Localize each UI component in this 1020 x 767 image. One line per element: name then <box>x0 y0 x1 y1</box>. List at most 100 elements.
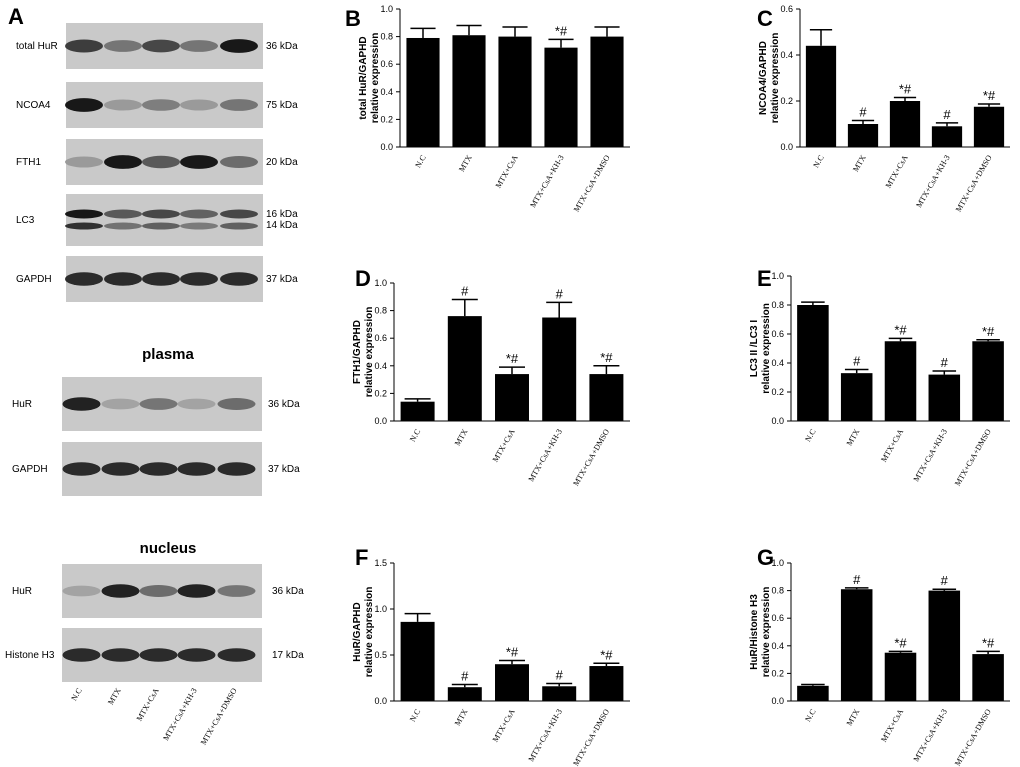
bar <box>889 101 921 147</box>
kda-label: 36 kDa <box>268 399 300 410</box>
band <box>220 209 258 219</box>
y-tick-label: 0.2 <box>374 388 387 398</box>
band <box>220 222 258 230</box>
y-axis-title-line: relative expression <box>364 587 375 678</box>
category-label: MTX <box>851 153 868 173</box>
band <box>104 222 142 230</box>
category-label: MTX+CsA+DMSO <box>953 707 993 767</box>
band <box>142 272 180 286</box>
significance-label: *# <box>982 635 995 650</box>
kda-label: 36 kDa <box>266 41 298 52</box>
category-label: MTX+CsA <box>879 427 905 463</box>
y-axis-title-line: FTH1/GAPHD <box>352 320 363 384</box>
band <box>217 648 256 662</box>
y-tick-label: 1.0 <box>374 604 387 614</box>
bar <box>542 686 577 701</box>
y-tick-label: 1.0 <box>771 558 784 568</box>
y-axis-title: NCOA4/GAPHDrelative expression <box>758 33 781 124</box>
blot-strip-2: NCOA4 75 kDa <box>16 82 298 128</box>
category-label: N.C <box>408 428 422 444</box>
blot-row-label: Histone H3 <box>5 650 55 661</box>
blot-row-label: FTH1 <box>16 157 41 168</box>
y-tick-label: 0.2 <box>771 668 784 678</box>
category-label: MTX+CsA+KH-3 <box>527 428 564 484</box>
y-tick-label: 0.0 <box>771 696 784 706</box>
category-label: MTX+CsA <box>884 153 910 189</box>
category-label: MTX <box>457 153 474 173</box>
significance-label: *# <box>894 322 907 337</box>
band <box>220 156 258 168</box>
bar <box>884 341 917 421</box>
band <box>217 398 256 410</box>
category-label: MTX+CsA+KH-3 <box>912 428 949 484</box>
kda-label: 17 kDa <box>272 650 304 661</box>
bar-chart-g: G 0.0 0.2 0.4 0.6 0.8 1.0 HuR/Histone H3relativ… <box>749 545 1010 767</box>
category-label: N.C <box>803 708 817 724</box>
y-tick-label: 1.0 <box>380 4 393 14</box>
y-axis-title-line: relative expression <box>364 307 375 398</box>
y-axis-title-line: relative expression <box>370 33 381 124</box>
blot-row-label: LC3 <box>16 215 35 226</box>
y-tick-label: 0.4 <box>780 50 793 60</box>
band <box>104 99 142 111</box>
y-axis-title-line: NCOA4/GAPHD <box>758 41 769 115</box>
bar <box>928 374 961 421</box>
y-axis-title-line: relative expression <box>761 303 772 394</box>
bar <box>884 652 917 701</box>
bar <box>840 373 873 421</box>
significance-label: # <box>943 107 951 122</box>
blot-row-label: NCOA4 <box>16 100 51 111</box>
y-tick-label: 0.0 <box>374 696 387 706</box>
kda-label: 20 kDa <box>266 157 298 168</box>
blot-background <box>66 194 263 246</box>
y-tick-label: 1.0 <box>771 271 784 281</box>
kda-label: 36 kDa <box>272 586 304 597</box>
significance-label: # <box>461 668 469 683</box>
band <box>101 648 140 662</box>
bar <box>931 126 963 147</box>
blot-strip-8: HuR 36 kDa <box>12 564 304 618</box>
category-label: MTX+CsA+KH-3 <box>527 708 564 764</box>
y-axis-title-line: total HuR/GAPHD <box>358 36 369 119</box>
significance-label: *# <box>555 23 568 38</box>
blot-row-label: HuR <box>12 586 32 597</box>
blot-strip-3: FTH1 20 kDa <box>16 139 298 185</box>
band <box>62 585 101 597</box>
band <box>62 462 101 476</box>
bar <box>400 401 435 421</box>
category-label: MTX+CsA <box>491 707 517 743</box>
y-tick-label: 0.4 <box>374 361 387 371</box>
category-label: MTX+CsA+DMSO <box>572 153 612 213</box>
bar <box>406 37 440 148</box>
band <box>139 398 178 410</box>
band <box>104 155 142 169</box>
y-axis-title: FTH1/GAPHDrelative expression <box>352 307 375 398</box>
bar <box>495 664 529 701</box>
bar <box>847 124 879 147</box>
band <box>104 272 142 286</box>
kda-label: 37 kDa <box>268 464 300 475</box>
y-tick-label: 0.0 <box>380 142 393 152</box>
bar <box>589 374 624 421</box>
category-label: MTX <box>845 707 862 727</box>
bar <box>590 36 624 147</box>
category-label: N.C <box>811 154 825 170</box>
band <box>217 585 256 597</box>
category-label: MTX+CsA <box>879 707 905 743</box>
band <box>220 272 258 286</box>
y-tick-label: 0.2 <box>380 114 393 124</box>
category-label: MTX <box>453 707 470 727</box>
panel-letter-c: C <box>757 6 773 31</box>
band <box>180 40 218 52</box>
band <box>177 398 216 410</box>
category-label: MTX+CsA+KH-3 <box>914 154 951 210</box>
band <box>65 209 103 219</box>
blot-strip-5: GAPDH 37 kDa <box>16 256 298 302</box>
band <box>62 648 101 662</box>
kda-label: 75 kDa <box>266 100 298 111</box>
category-label: MTX <box>845 427 862 447</box>
blot-row-label: GAPDH <box>16 274 52 285</box>
bar <box>447 687 482 701</box>
y-tick-label: 0.2 <box>780 96 793 106</box>
